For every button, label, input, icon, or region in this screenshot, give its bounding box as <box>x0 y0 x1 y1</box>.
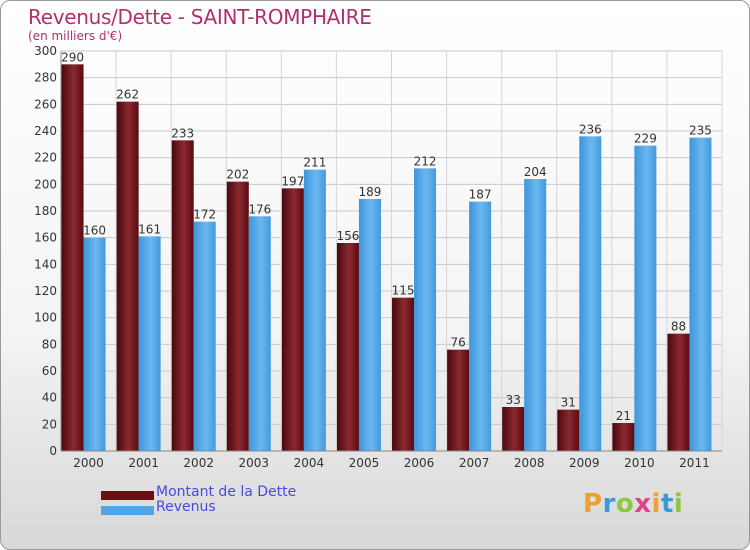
bar-debt <box>336 243 359 451</box>
y-tick-label: 200 <box>34 177 57 191</box>
y-tick-label: 260 <box>34 97 57 111</box>
y-tick-label: 120 <box>34 284 57 298</box>
data-label: 31 <box>561 396 576 410</box>
x-tick-label: 2005 <box>349 456 380 470</box>
data-label: 172 <box>193 208 216 222</box>
x-tick-label: 2010 <box>624 456 655 470</box>
y-tick-label: 20 <box>42 417 57 431</box>
bar-revenue <box>248 216 271 451</box>
data-label: 21 <box>616 409 631 423</box>
bars <box>61 64 712 452</box>
x-tick-label: 2000 <box>73 456 104 470</box>
x-tick-label: 2011 <box>679 456 710 470</box>
data-label: 212 <box>414 154 437 168</box>
data-label: 33 <box>506 393 521 407</box>
bar-revenue <box>83 237 106 451</box>
bar-debt <box>667 333 690 451</box>
logo-letter: r <box>602 489 616 519</box>
y-tick-label: 300 <box>34 44 57 58</box>
x-tick-label: 2009 <box>569 456 600 470</box>
chart-subtitle: (en milliers d'€) <box>28 29 123 43</box>
x-tick-label: 2001 <box>128 456 159 470</box>
data-label: 76 <box>450 336 465 350</box>
bar-revenue <box>524 179 547 451</box>
data-label: 290 <box>61 50 84 64</box>
y-tick-label: 0 <box>49 444 57 458</box>
y-tick-label: 220 <box>34 151 57 165</box>
y-tick-label: 140 <box>34 257 57 271</box>
legend-swatch-debt <box>101 491 154 500</box>
x-tick-label: 2008 <box>514 456 545 470</box>
bar-revenue <box>689 137 712 451</box>
bar-debt <box>61 64 84 452</box>
data-label: 88 <box>671 320 686 334</box>
x-tick-label: 2002 <box>183 456 214 470</box>
legend-label-debt: Montant de la Dette <box>156 484 297 500</box>
data-label: 156 <box>337 229 360 243</box>
bar-debt <box>447 349 470 451</box>
proxiti-logo: Proxiti <box>583 489 683 519</box>
x-tick-label: 2003 <box>239 456 270 470</box>
bar-revenue <box>634 145 657 451</box>
logo-letter: i <box>673 489 684 519</box>
bar-debt <box>392 297 415 451</box>
bar-revenue <box>193 221 216 451</box>
bar-revenue <box>358 199 381 451</box>
y-tick-label: 40 <box>42 391 57 405</box>
data-label: 262 <box>116 88 139 102</box>
bar-debt <box>612 423 635 451</box>
x-tick-label: 2006 <box>404 456 435 470</box>
data-label: 160 <box>83 224 106 238</box>
logo-letter: x <box>634 489 652 519</box>
chart-title: Revenus/Dette - SAINT-ROMPHAIRE <box>28 5 372 29</box>
data-label: 187 <box>469 188 492 202</box>
data-label: 176 <box>248 202 271 216</box>
bar-revenue <box>414 168 437 452</box>
x-tick-label: 2004 <box>294 456 325 470</box>
bar-debt <box>226 181 249 451</box>
logo-letter: P <box>583 489 603 519</box>
data-label: 189 <box>359 185 382 199</box>
bar-revenue <box>138 236 161 451</box>
legend-swatch-revenue <box>101 506 154 515</box>
bar-debt <box>116 101 139 452</box>
bar-revenue <box>579 136 602 452</box>
y-tick-label: 280 <box>34 71 57 85</box>
y-tick-label: 100 <box>34 311 57 325</box>
data-label: 236 <box>579 122 602 136</box>
y-tick-label: 160 <box>34 231 57 245</box>
axes: 0 20 40 60 80 100 120 140 160 180 200 220 240 260 280 3… <box>34 44 722 470</box>
data-label: 204 <box>524 165 547 179</box>
y-tick-label: 180 <box>34 204 57 218</box>
logo-letter: t <box>660 489 674 519</box>
logo-letter: o <box>615 489 635 519</box>
data-label: 235 <box>689 124 712 138</box>
bar-debt <box>502 407 525 451</box>
data-label: 197 <box>281 174 304 188</box>
bar-revenue <box>469 201 492 451</box>
bar-debt <box>171 140 194 452</box>
data-label: 161 <box>138 222 161 236</box>
logo-letter: i <box>651 489 661 519</box>
y-tick-label: 240 <box>34 124 57 138</box>
data-label: 211 <box>303 156 326 170</box>
bar-debt <box>281 188 304 452</box>
y-tick-label: 60 <box>42 364 57 378</box>
y-tick-label: 80 <box>42 337 57 351</box>
bar-debt <box>557 409 580 451</box>
data-label: 202 <box>226 168 249 182</box>
x-tick-label: 2007 <box>459 456 490 470</box>
data-label: 115 <box>392 284 415 298</box>
legend-label-revenue: Revenus <box>156 499 216 515</box>
data-label: 229 <box>634 132 657 146</box>
bar-revenue <box>303 169 326 451</box>
data-label: 233 <box>171 126 194 140</box>
